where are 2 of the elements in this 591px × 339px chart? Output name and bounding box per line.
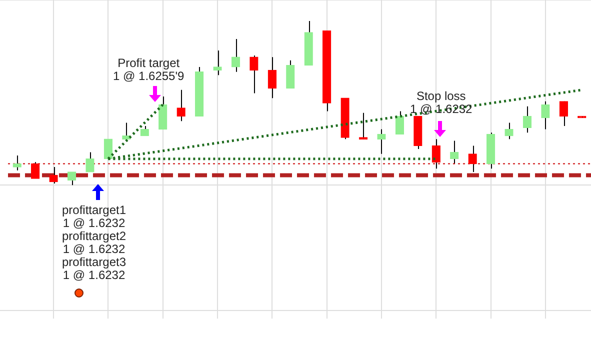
text: profittarget1 1 @ 1.6232 profittarget2 1 @ 1.6232 profittarget3 1 @ 1.6232	[62, 203, 126, 282]
annotation: Profit target 1 @ 1.6255'9	[113, 56, 184, 83]
